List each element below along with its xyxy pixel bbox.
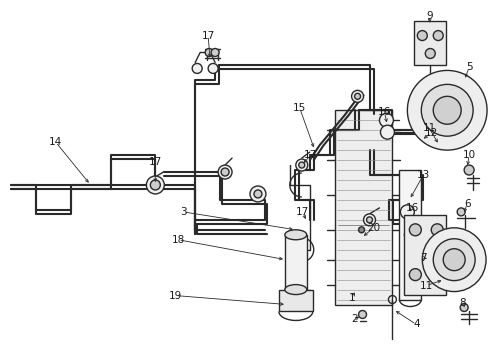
Text: 17: 17 <box>304 150 317 160</box>
Text: 3: 3 <box>180 207 186 217</box>
Circle shape <box>366 217 372 223</box>
Circle shape <box>432 239 474 280</box>
Bar <box>399 170 421 300</box>
Text: 18: 18 <box>171 235 184 245</box>
Circle shape <box>379 113 393 127</box>
Text: 10: 10 <box>462 150 475 160</box>
Text: 19: 19 <box>168 291 182 301</box>
Circle shape <box>358 310 366 319</box>
Circle shape <box>416 31 427 41</box>
Text: 12: 12 <box>424 128 437 138</box>
Text: 11: 11 <box>419 280 432 291</box>
Text: 6: 6 <box>463 199 469 209</box>
Circle shape <box>430 224 442 236</box>
Circle shape <box>442 249 464 271</box>
Circle shape <box>211 49 219 57</box>
Circle shape <box>218 165 232 179</box>
Bar <box>285 235 306 289</box>
Bar <box>413 21 446 66</box>
Text: 16: 16 <box>377 107 390 117</box>
Text: 17: 17 <box>148 157 162 167</box>
Text: 13: 13 <box>416 170 429 180</box>
Circle shape <box>205 49 213 57</box>
Text: 4: 4 <box>412 319 419 329</box>
Circle shape <box>456 208 464 216</box>
Text: 11: 11 <box>422 123 435 133</box>
Text: 1: 1 <box>348 293 355 302</box>
Circle shape <box>463 165 473 175</box>
Text: 15: 15 <box>293 103 306 113</box>
Circle shape <box>192 63 202 73</box>
Text: 17: 17 <box>201 31 214 41</box>
Text: 14: 14 <box>49 137 62 147</box>
Text: 8: 8 <box>458 297 465 307</box>
Circle shape <box>146 176 164 194</box>
Circle shape <box>253 190 262 198</box>
Circle shape <box>221 168 228 176</box>
Circle shape <box>351 90 363 102</box>
Circle shape <box>422 228 485 292</box>
Circle shape <box>432 31 442 41</box>
Text: 5: 5 <box>465 62 471 72</box>
Circle shape <box>459 303 467 311</box>
Circle shape <box>408 224 421 236</box>
Circle shape <box>400 205 413 219</box>
Circle shape <box>380 125 394 139</box>
Bar <box>404 215 446 294</box>
Circle shape <box>354 93 360 99</box>
Circle shape <box>421 84 472 136</box>
Text: 2: 2 <box>350 314 357 324</box>
Text: 17: 17 <box>296 207 309 217</box>
Circle shape <box>150 180 160 190</box>
Circle shape <box>407 71 486 150</box>
Text: 9: 9 <box>425 11 432 21</box>
Polygon shape <box>278 289 312 311</box>
Circle shape <box>295 159 307 171</box>
Ellipse shape <box>285 230 306 240</box>
Circle shape <box>298 162 304 168</box>
Ellipse shape <box>285 285 306 294</box>
Circle shape <box>358 227 364 233</box>
Text: 20: 20 <box>366 223 379 233</box>
Bar <box>334 110 392 305</box>
Circle shape <box>408 269 421 280</box>
Circle shape <box>363 214 375 226</box>
Circle shape <box>208 63 218 73</box>
Circle shape <box>432 96 460 124</box>
Circle shape <box>430 269 442 280</box>
Text: 7: 7 <box>419 253 426 263</box>
Circle shape <box>249 186 265 202</box>
Circle shape <box>425 49 434 58</box>
Text: 16: 16 <box>405 203 418 213</box>
